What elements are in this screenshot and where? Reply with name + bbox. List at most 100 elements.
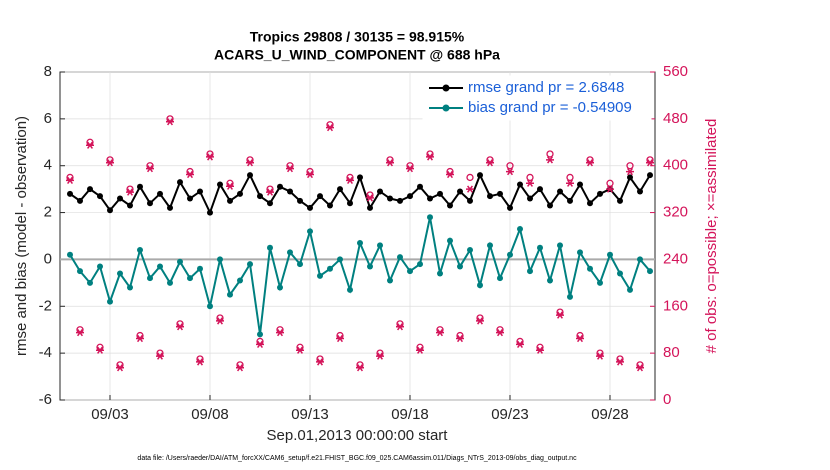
- point: [77, 268, 83, 275]
- y-tick-label: -6: [39, 391, 52, 408]
- point: [387, 195, 393, 202]
- point: [567, 293, 573, 300]
- point: [117, 195, 123, 202]
- point: [407, 268, 413, 275]
- point: [577, 181, 583, 188]
- point: [97, 193, 103, 200]
- obs-assimilated: [246, 159, 254, 167]
- y-tick-label: 0: [44, 250, 52, 267]
- obs-assimilated: [456, 334, 464, 343]
- point: [247, 172, 253, 179]
- point: [107, 298, 113, 305]
- point: [267, 200, 273, 207]
- point: [467, 197, 473, 204]
- obs-assimilated: [356, 364, 364, 372]
- point: [297, 197, 303, 204]
- obs-assimilated: [436, 328, 444, 337]
- point: [587, 200, 593, 207]
- point: [227, 291, 233, 298]
- y2-tick-label: 80: [663, 344, 680, 361]
- point: [407, 193, 413, 200]
- obs-assimilated: [466, 185, 474, 193]
- point: [167, 279, 173, 286]
- obs-assimilated: [186, 170, 194, 179]
- obs-assimilated: [286, 164, 294, 173]
- point: [67, 190, 73, 197]
- point: [127, 284, 133, 291]
- point: [487, 193, 493, 200]
- point: [177, 258, 183, 265]
- y2-tick-label: 240: [663, 250, 688, 267]
- point: [197, 265, 203, 272]
- obs-assimilated: [406, 164, 414, 173]
- obs-assimilated: [96, 346, 104, 354]
- point: [497, 275, 503, 282]
- x-tick-label: 09/13: [291, 406, 329, 423]
- x-tick-label: 09/18: [391, 406, 429, 423]
- point: [337, 186, 343, 193]
- point: [117, 270, 123, 277]
- point: [197, 188, 203, 195]
- legend-label: bias grand pr = -0.54909: [468, 99, 632, 116]
- point: [227, 197, 233, 204]
- obs-assimilated: [66, 176, 74, 185]
- obs-assimilated: [156, 352, 164, 360]
- point: [157, 263, 163, 270]
- point: [97, 263, 103, 270]
- obs-assimilated: [366, 194, 374, 202]
- obs-assimilated: [606, 185, 614, 193]
- point: [517, 225, 523, 232]
- point: [377, 188, 383, 195]
- obs-assimilated: [526, 179, 534, 187]
- point: [287, 188, 293, 195]
- point: [507, 251, 513, 258]
- obs-assimilated: [336, 334, 344, 343]
- point: [377, 242, 383, 249]
- obs-assimilated: [76, 328, 84, 337]
- point: [537, 186, 543, 193]
- point: [107, 207, 113, 214]
- obs-assimilated: [306, 170, 314, 179]
- y-tick-label: 6: [44, 110, 52, 127]
- legend-box: [422, 75, 652, 121]
- point: [387, 277, 393, 284]
- obs-assimilated: [416, 346, 424, 354]
- y-tick-label: 4: [44, 157, 52, 174]
- point: [527, 268, 533, 275]
- point: [147, 200, 153, 207]
- point: [267, 244, 273, 251]
- obs-assimilated: [136, 334, 144, 343]
- x-tick-label: 09/23: [491, 406, 529, 423]
- point: [557, 242, 563, 249]
- obs-assimilated: [576, 334, 584, 343]
- point: [67, 251, 73, 258]
- point: [147, 275, 153, 282]
- point: [537, 244, 543, 251]
- obs-assimilated: [496, 328, 504, 337]
- obs-assimilated: [426, 153, 434, 161]
- y2-axis-label: # of obs: o=possible; ×=assimilated: [703, 119, 720, 354]
- point: [317, 272, 323, 279]
- obs-assimilated: [536, 346, 544, 354]
- point: [417, 183, 423, 190]
- point: [207, 209, 213, 216]
- point: [587, 265, 593, 272]
- legend-label: rmse grand pr = 2.6848: [468, 79, 624, 96]
- point: [177, 179, 183, 186]
- point: [217, 181, 223, 188]
- obs-assimilated: [116, 364, 124, 372]
- point: [647, 172, 653, 179]
- plot-area: [59, 71, 656, 401]
- obs-assimilated: [386, 159, 394, 167]
- y2-tick-label: 0: [663, 391, 671, 408]
- obs-possible: [466, 173, 474, 182]
- point: [217, 256, 223, 263]
- point: [617, 197, 623, 204]
- obs-assimilated: [236, 364, 244, 372]
- obs-assimilated: [276, 328, 284, 337]
- point: [207, 303, 213, 310]
- obs-assimilated: [106, 159, 114, 167]
- point: [307, 228, 313, 235]
- point: [237, 277, 243, 284]
